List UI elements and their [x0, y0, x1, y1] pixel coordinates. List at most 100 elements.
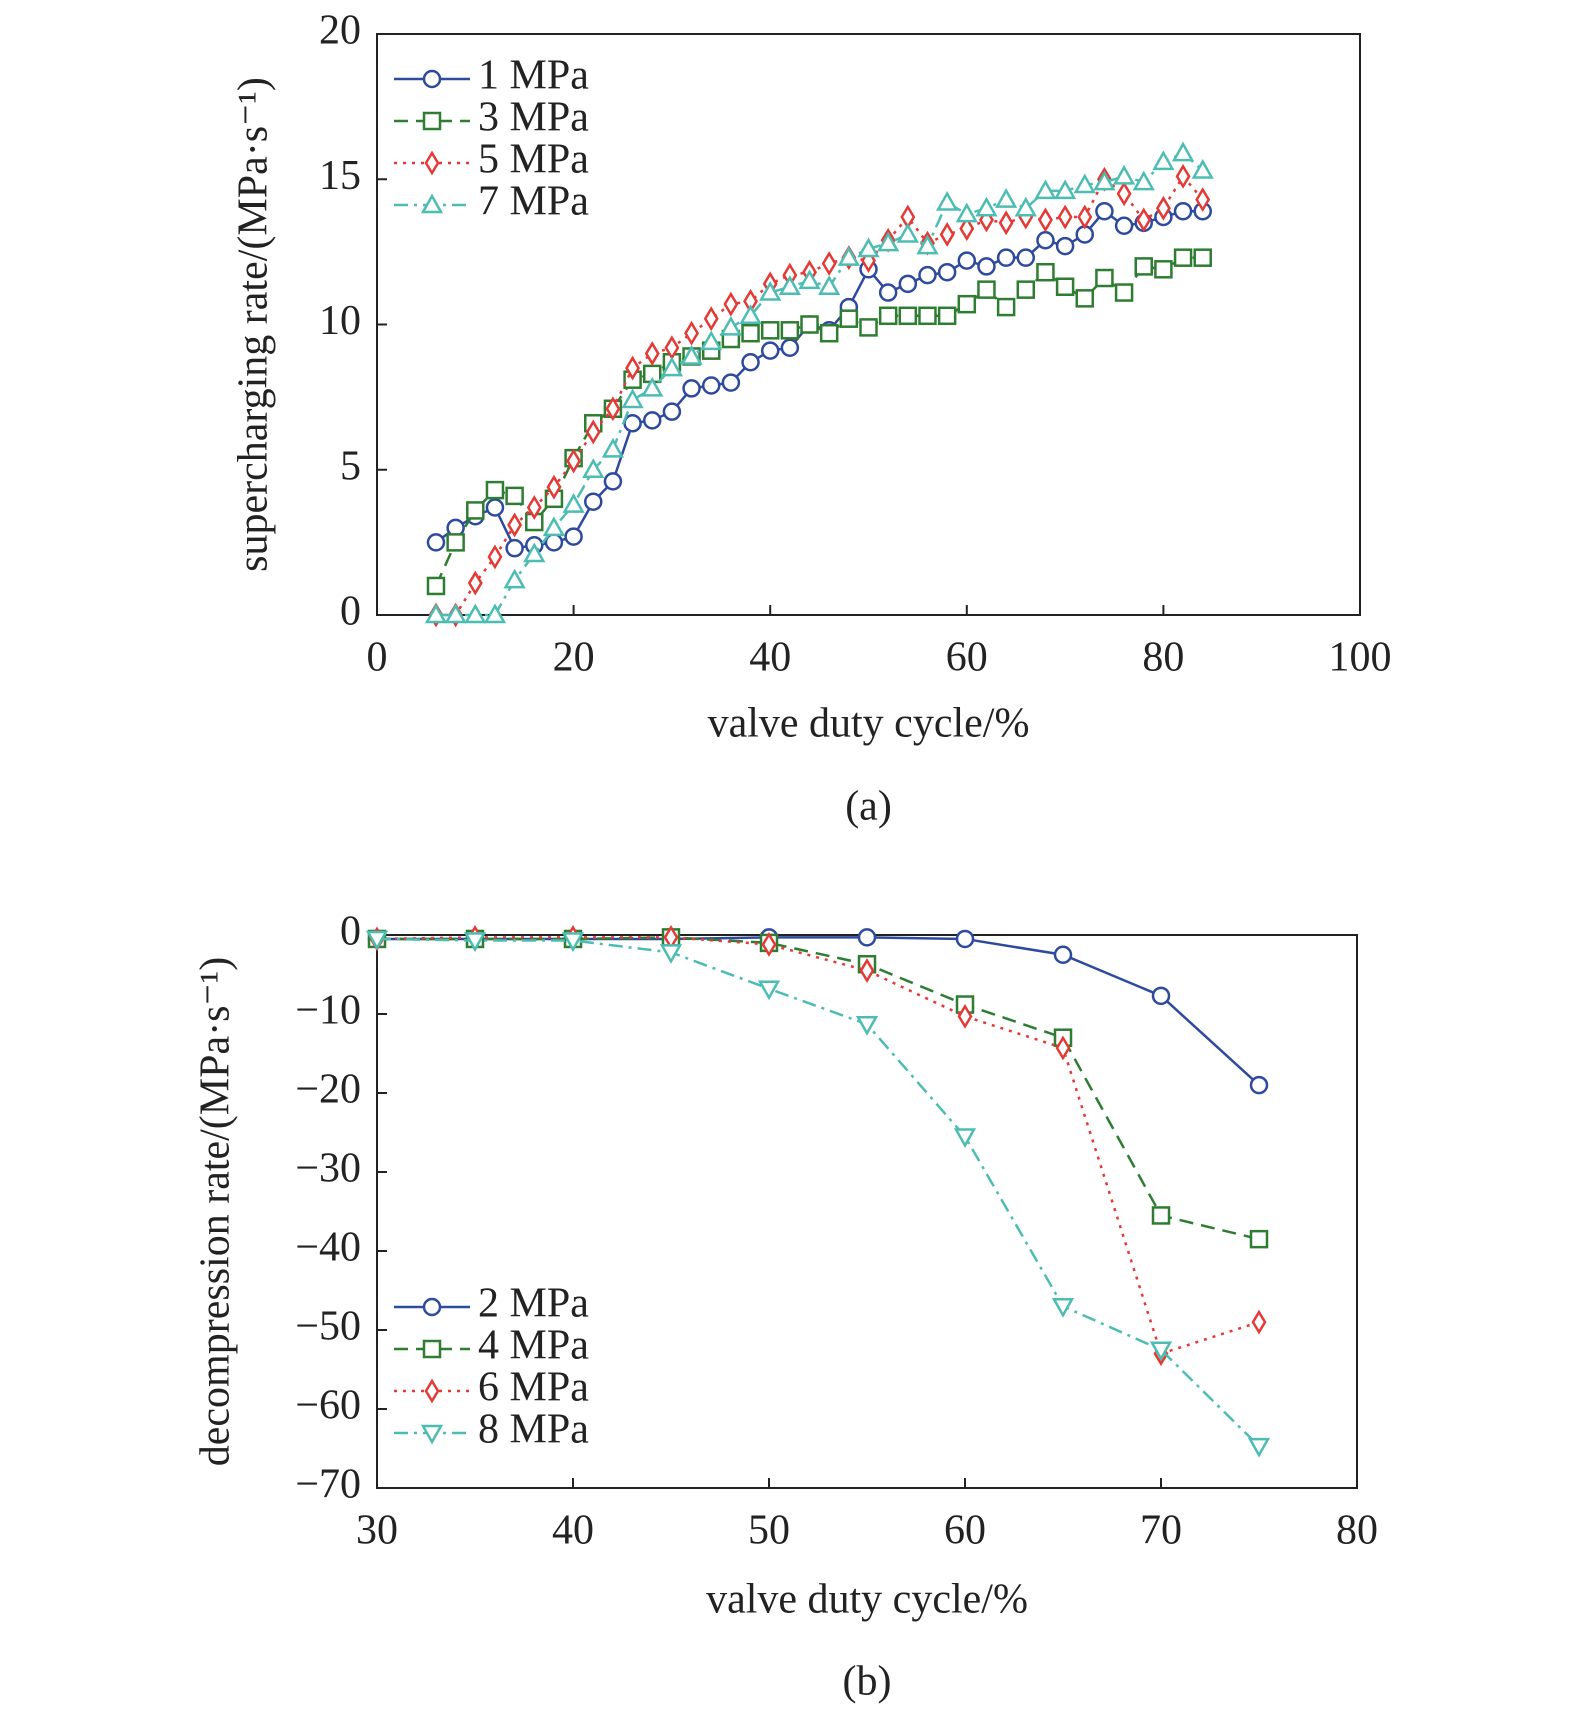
data-point	[1036, 262, 1055, 282]
series-line	[376, 937, 1260, 1448]
data-point	[1193, 248, 1212, 267]
x-tick-label: 40	[749, 635, 791, 681]
data-point	[684, 320, 700, 346]
x-tick-label: 20	[553, 635, 595, 681]
data-point	[855, 1016, 879, 1036]
data-point	[601, 437, 625, 458]
y-axis-label: supercharging rate/(MPa·s⁻¹)	[231, 77, 277, 572]
plot-frame	[376, 33, 1361, 616]
data-point	[955, 202, 978, 223]
data-point	[878, 306, 898, 326]
data-point	[896, 222, 919, 243]
data-point	[566, 448, 582, 474]
data-point	[800, 315, 819, 334]
x-tick-label: 100	[1329, 635, 1392, 681]
data-point	[739, 304, 762, 325]
data-point	[1051, 1298, 1075, 1318]
legend-label: 2 MPa	[478, 1281, 589, 1327]
data-point	[957, 1003, 973, 1029]
data-point	[584, 492, 603, 511]
y-tick-label: 20	[319, 8, 361, 54]
data-point	[936, 190, 959, 211]
data-point	[682, 379, 701, 398]
data-point	[485, 480, 505, 500]
data-point	[741, 353, 760, 372]
y-tick-label: −30	[295, 1146, 361, 1192]
legend-label: 3 MPa	[478, 95, 589, 141]
legend-marker	[422, 69, 442, 89]
series-line	[435, 174, 1204, 617]
data-point	[839, 309, 859, 328]
legend-label: 1 MPa	[478, 53, 589, 99]
data-point	[662, 402, 682, 421]
series-line	[434, 256, 1203, 587]
caption: (b)	[843, 1659, 892, 1705]
data-point	[898, 306, 918, 326]
data-point	[603, 472, 623, 491]
data-point	[505, 486, 524, 506]
data-point	[741, 323, 760, 343]
data-point	[821, 251, 837, 276]
data-point	[780, 321, 800, 340]
data-point	[585, 419, 601, 445]
data-point	[700, 330, 723, 351]
data-point	[778, 275, 801, 295]
data-point	[857, 928, 877, 947]
series-line	[376, 936, 1260, 1356]
data-point	[1251, 1309, 1267, 1335]
data-point	[955, 929, 975, 949]
data-point	[1112, 164, 1136, 185]
data-point	[757, 980, 781, 1001]
data-point	[680, 344, 703, 365]
data-point	[561, 932, 585, 953]
data-point	[641, 376, 664, 397]
y-tick-label: −50	[295, 1304, 361, 1350]
data-point	[1116, 181, 1132, 207]
data-point	[1016, 248, 1036, 267]
data-point	[1151, 986, 1171, 1006]
data-point	[542, 516, 566, 537]
data-point	[916, 234, 939, 255]
legend-marker	[420, 193, 444, 214]
data-point	[1136, 207, 1152, 233]
data-point	[1036, 231, 1055, 250]
x-tick-label: 80	[1336, 1508, 1378, 1554]
data-point	[1053, 945, 1073, 964]
data-point	[446, 533, 465, 552]
data-point	[1247, 1437, 1271, 1458]
data-point	[957, 294, 977, 314]
series-line	[377, 936, 1260, 1087]
data-point	[659, 944, 683, 964]
data-point	[526, 495, 542, 520]
x-tick-label: 80	[1142, 635, 1184, 681]
data-point	[937, 262, 957, 282]
y-tick-label: 15	[319, 153, 361, 199]
data-point	[819, 323, 839, 343]
data-point	[898, 274, 918, 294]
data-point	[918, 265, 937, 285]
data-point	[523, 542, 546, 563]
data-point	[1075, 289, 1095, 308]
legend-marker	[422, 111, 442, 131]
legend-label: 8 MPa	[478, 1407, 589, 1453]
data-point	[1037, 207, 1053, 233]
data-point	[998, 210, 1014, 236]
legend-marker	[420, 1424, 444, 1445]
data-point	[994, 188, 1018, 208]
data-point	[503, 568, 526, 589]
data-point	[1095, 268, 1114, 288]
data-point	[562, 493, 585, 513]
data-point	[959, 216, 975, 242]
data-point	[464, 603, 487, 624]
data-point	[723, 291, 739, 317]
data-point	[467, 570, 483, 596]
data-point	[937, 306, 957, 326]
data-point	[625, 355, 641, 381]
data-point	[1152, 150, 1175, 171]
data-point	[1055, 1035, 1071, 1061]
data-point	[859, 958, 875, 983]
data-point	[424, 603, 448, 624]
data-point	[642, 411, 662, 430]
legend-marker	[424, 150, 440, 176]
data-point	[761, 932, 777, 957]
